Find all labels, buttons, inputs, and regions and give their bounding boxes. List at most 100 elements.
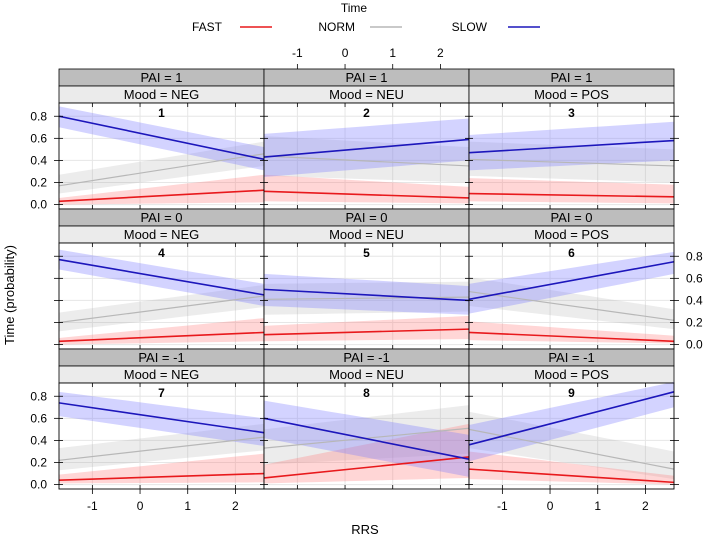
series-line-norm <box>263 296 470 300</box>
ci-band-fast <box>59 174 264 205</box>
legend-label-fast: FAST <box>192 20 223 34</box>
strip-pai-label: PAI = 1 <box>550 70 592 85</box>
x-tick-label-top: -1 <box>292 46 303 60</box>
strip-mood-label: Mood = NEG <box>124 227 200 242</box>
x-tick-label-bottom: 0 <box>547 499 554 513</box>
series-line-slow <box>58 258 265 296</box>
panel-number: 4 <box>158 246 165 260</box>
ci-band-norm <box>264 136 469 183</box>
x-axis-title: RRS <box>351 522 379 537</box>
strip-mood-label: Mood = POS <box>534 87 609 102</box>
y-tick-label-right: 0.2 <box>686 316 703 330</box>
ci-band-fast <box>264 315 469 342</box>
strip-mood-label: Mood = NEU <box>329 367 404 382</box>
series-line-fast <box>468 468 675 484</box>
x-tick-label-bottom: 1 <box>184 499 191 513</box>
panel-1: PAI = 1 Mood = NEG 1 <box>58 68 265 210</box>
series-line-fast <box>263 456 470 479</box>
strip-pai-label: PAI = 0 <box>140 210 182 225</box>
strip-pai-label: PAI = 1 <box>345 70 387 85</box>
panel-9: PAI = -1 Mood = POS 9 <box>468 348 675 490</box>
panel-8: PAI = -1 Mood = NEU 8 <box>263 348 470 490</box>
series-line-slow <box>263 417 470 460</box>
series-line-norm <box>58 153 265 187</box>
strip-mood-label: Mood = NEU <box>329 87 404 102</box>
x-tick-label-bottom: 1 <box>594 499 601 513</box>
panel-number: 1 <box>158 106 165 120</box>
ci-band-fast <box>469 451 674 485</box>
panel-number: 6 <box>568 246 575 260</box>
panel-number: 5 <box>363 246 370 260</box>
series-line-norm <box>58 295 265 324</box>
ci-band-norm <box>59 284 264 332</box>
series-line-slow <box>468 139 675 154</box>
y-tick-label-right: 0.4 <box>686 293 703 307</box>
plot-area <box>264 103 469 209</box>
legend-label-slow: SLOW <box>452 20 488 34</box>
series-line-norm <box>58 436 265 461</box>
series-line-fast <box>58 472 265 481</box>
panel-3: PAI = 1 Mood = POS 3 <box>468 68 675 210</box>
y-tick-label-left: 0.2 <box>30 176 47 190</box>
ci-band-fast <box>59 318 264 345</box>
ci-band-fast <box>59 453 264 484</box>
y-tick-label-left: 0.4 <box>30 153 47 167</box>
plot-area <box>264 383 469 489</box>
panel-number: 8 <box>363 386 370 400</box>
strip-pai-label: PAI = 0 <box>550 210 592 225</box>
strip-mood-label: Mood = POS <box>534 367 609 382</box>
panel-7: PAI = -1 Mood = NEG 7 <box>58 348 265 490</box>
series-line-slow <box>58 115 265 161</box>
strip-mood-label: Mood = NEG <box>124 87 200 102</box>
strip-mood-label: Mood = NEU <box>329 227 404 242</box>
y-tick-label-left: 0.6 <box>30 411 47 425</box>
ci-band-norm <box>59 141 264 194</box>
strip-pai-label: PAI = 0 <box>345 210 387 225</box>
x-tick-label-bottom: -1 <box>87 499 98 513</box>
ci-band-norm <box>469 411 674 480</box>
legend-label-norm: NORM <box>318 20 355 34</box>
y-axis-title: Time (probability) <box>2 245 17 345</box>
series-line-fast <box>58 331 265 343</box>
y-tick-label-left: 0.8 <box>30 389 47 403</box>
y-tick-label-left: 0.8 <box>30 109 47 123</box>
strip-mood-label: Mood = POS <box>534 227 609 242</box>
series-line-fast <box>468 331 675 343</box>
x-tick-label-bottom: 2 <box>642 499 649 513</box>
y-tick-label-right: 0.0 <box>686 338 703 352</box>
x-tick-label-top: 0 <box>342 46 349 60</box>
plot-area <box>469 103 674 209</box>
panel-number: 7 <box>158 386 165 400</box>
y-tick-label-right: 0.8 <box>686 249 703 263</box>
y-tick-label-left: 0.2 <box>30 456 47 470</box>
y-tick-label-left: 0.6 <box>30 131 47 145</box>
ci-band-fast <box>469 178 674 204</box>
x-tick-label-bottom: 0 <box>137 499 144 513</box>
series-line-fast <box>468 192 675 198</box>
strip-pai-label: PAI = -1 <box>138 350 184 365</box>
series-line-slow <box>263 288 470 302</box>
series-line-norm <box>468 290 675 321</box>
panel-4: PAI = 0 Mood = NEG 4 <box>58 208 265 350</box>
y-tick-label-left: 0.0 <box>30 478 47 492</box>
series-line-norm <box>263 155 470 167</box>
strip-pai-label: PAI = -1 <box>343 350 389 365</box>
series-line-slow <box>468 391 675 446</box>
strip-pai-label: PAI = 1 <box>140 70 182 85</box>
x-tick-label-bottom: -1 <box>497 499 508 513</box>
plot-area <box>59 243 264 349</box>
panel-border <box>468 382 675 490</box>
y-tick-label-left: 0.4 <box>30 433 47 447</box>
panel-2: PAI = 1 Mood = NEU 2 <box>263 68 470 210</box>
x-tick-label-top: 1 <box>389 46 396 60</box>
ci-band-fast <box>469 321 674 344</box>
series-line-norm <box>468 158 675 167</box>
series-line-fast <box>263 328 470 336</box>
ci-band-slow <box>469 381 674 462</box>
ci-band-slow <box>59 391 264 446</box>
panel-6: PAI = 0 Mood = POS 6 <box>468 208 675 350</box>
plot-area <box>59 383 264 489</box>
strip-mood-label: Mood = NEG <box>124 367 200 382</box>
